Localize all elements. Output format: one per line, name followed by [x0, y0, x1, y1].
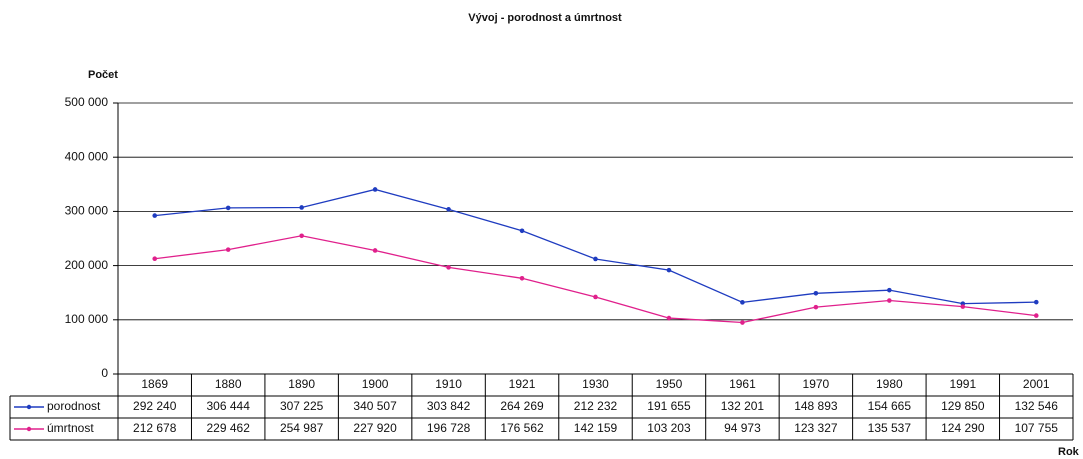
table-value: 227 920	[353, 421, 397, 435]
point	[1033, 313, 1039, 318]
table-value: 303 842	[427, 399, 471, 413]
x-tick-label: 1910	[435, 377, 462, 391]
y-tick-label: 100 000	[65, 312, 109, 326]
x-tick-label: 1991	[949, 377, 976, 391]
y-tick-label: 200 000	[65, 258, 109, 272]
line	[154, 188, 1037, 305]
y-tick-label: 0	[101, 366, 108, 380]
table-value: 254 987	[280, 421, 324, 435]
point	[446, 265, 451, 270]
table-value: 135 537	[868, 421, 912, 435]
table-value: 132 546	[1015, 399, 1059, 413]
point	[813, 291, 819, 296]
x-tick-label: 1930	[582, 377, 609, 391]
x-tick-label: 1869	[141, 377, 168, 391]
table-value: 148 893	[794, 399, 838, 413]
table-value: 306 444	[206, 399, 250, 413]
point	[666, 267, 672, 273]
point	[813, 304, 819, 310]
table-value: 142 159	[574, 421, 618, 435]
table-value: 292 240	[133, 399, 177, 413]
point	[372, 187, 378, 192]
table-value: 132 201	[721, 399, 765, 413]
legend-label: úmrtnost	[47, 421, 94, 435]
chart-title: Vývoj - porodnost a úmrtnost	[468, 12, 622, 24]
x-tick-label: 1890	[288, 377, 315, 391]
point	[299, 205, 304, 210]
point	[446, 207, 451, 212]
point	[740, 320, 745, 325]
x-tick-label: 1950	[656, 377, 683, 391]
table-value: 94 973	[724, 421, 761, 435]
x-tick-label: 1970	[803, 377, 830, 391]
table-value: 340 507	[353, 399, 397, 413]
legend-label: porodnost	[47, 399, 101, 413]
line	[154, 235, 1037, 324]
x-tick-label: 1980	[876, 377, 903, 391]
x-tick-label: 1900	[362, 377, 389, 391]
y-axis-label: Počet	[88, 69, 118, 81]
table-value: 154 665	[868, 399, 912, 413]
point	[960, 304, 966, 309]
point	[593, 294, 598, 300]
y-tick-label: 300 000	[65, 204, 109, 218]
x-tick-label: 1921	[509, 377, 536, 391]
table-value: 103 203	[647, 421, 691, 435]
point	[225, 247, 231, 252]
table-value: 196 728	[427, 421, 471, 435]
point	[225, 205, 231, 211]
legend-marker	[26, 426, 32, 432]
y-tick-label: 400 000	[65, 149, 109, 163]
table-value: 123 327	[794, 421, 838, 435]
table-value: 176 562	[500, 421, 544, 435]
point	[152, 256, 158, 262]
table-value: 129 850	[941, 399, 985, 413]
table-value: 264 269	[500, 399, 544, 413]
point	[152, 213, 158, 218]
table-value: 212 232	[574, 399, 618, 413]
x-axis-label: Rok	[1058, 446, 1080, 458]
table-value: 124 290	[941, 421, 985, 435]
legend-marker	[26, 404, 32, 410]
point	[666, 315, 672, 321]
point	[593, 256, 598, 262]
point	[887, 287, 892, 293]
table-value: 191 655	[647, 399, 691, 413]
point	[299, 233, 304, 239]
y-tick-label: 500 000	[65, 95, 109, 109]
point	[372, 248, 378, 253]
point	[519, 276, 525, 281]
x-tick-label: 2001	[1023, 377, 1050, 391]
x-tick-label: 1880	[215, 377, 242, 391]
point	[1033, 299, 1039, 305]
table-value: 212 678	[133, 421, 177, 435]
x-tick-label: 1961	[729, 377, 756, 391]
point	[887, 298, 892, 303]
table-value: 107 755	[1015, 421, 1059, 435]
table-value: 307 225	[280, 399, 324, 413]
point	[740, 300, 745, 305]
point	[519, 228, 525, 234]
table-value: 229 462	[206, 421, 250, 435]
